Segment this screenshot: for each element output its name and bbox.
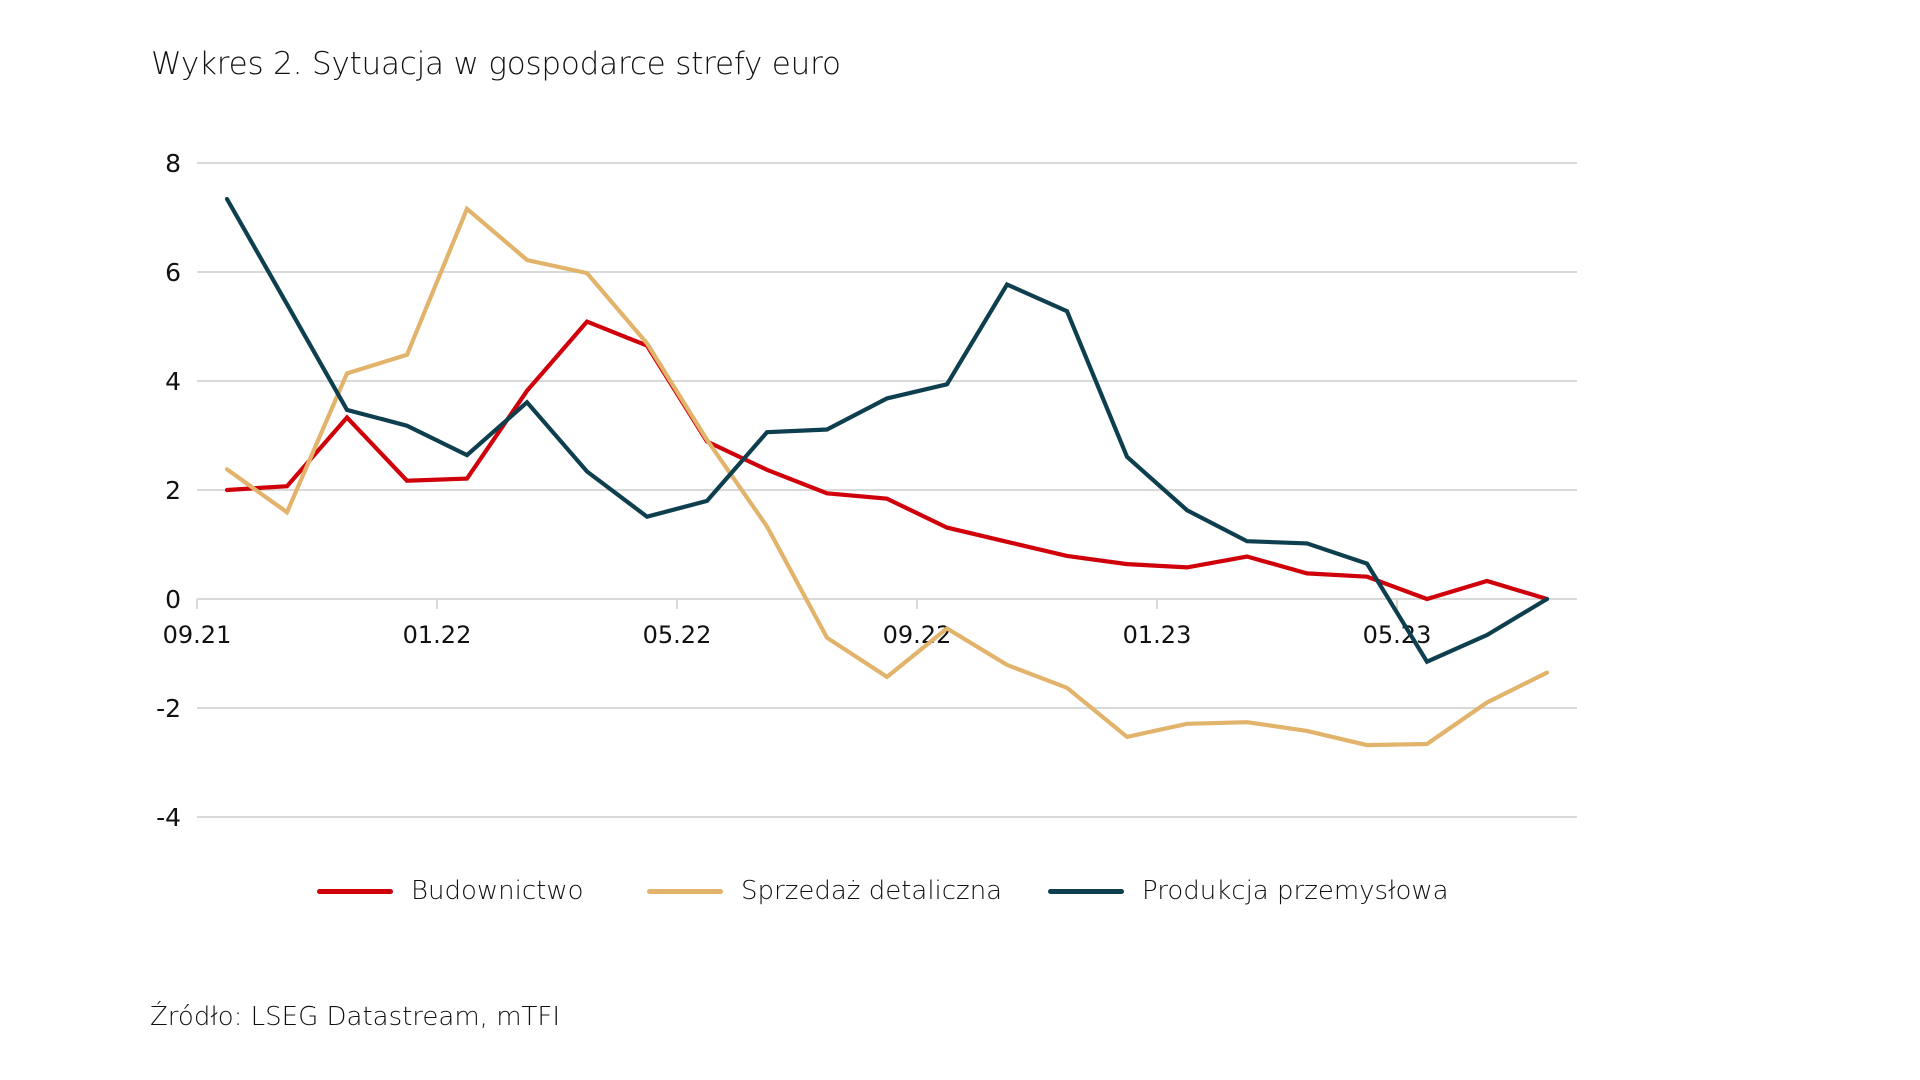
y-tick-label: 0 — [165, 585, 181, 614]
y-tick-label: 4 — [165, 367, 181, 396]
x-tick-label: 05.22 — [643, 621, 712, 649]
y-tick-label: 6 — [165, 258, 181, 287]
legend-swatch-sprzedaz-detaliczna — [647, 888, 723, 894]
x-tick-label: 05.23 — [1363, 621, 1432, 649]
y-tick-label: 8 — [165, 149, 181, 178]
legend-item-produkcja-przemyslowa[interactable]: Produkcja przemysłowa — [1048, 871, 1449, 911]
gridlines — [197, 162, 1577, 818]
y-tick-label: -4 — [156, 803, 181, 832]
series-lines — [224, 196, 1550, 748]
series-line-produkcja-przemyslowa — [224, 196, 1550, 665]
legend-swatch-budownictwo — [317, 888, 393, 894]
chart-title: Wykres 2. Sytuacja w gospodarce strefy e… — [151, 46, 841, 82]
y-tick-label: 2 — [165, 476, 181, 505]
legend: Budownictwo Sprzedaż detaliczna Produkcj… — [0, 871, 1920, 911]
y-axis-labels: -4 -2 0 2 4 6 8 — [156, 149, 181, 832]
legend-item-sprzedaz-detaliczna[interactable]: Sprzedaż detaliczna — [647, 871, 1002, 911]
legend-label-budownictwo: Budownictwo — [411, 876, 584, 906]
source-note: Źródło: LSEG Datastream, mTFI — [150, 1002, 561, 1032]
legend-label-produkcja-przemyslowa: Produkcja przemysłowa — [1142, 876, 1449, 906]
legend-item-budownictwo[interactable]: Budownictwo — [317, 871, 584, 911]
x-axis: 09.21 01.22 05.22 09.22 01.23 05.23 — [163, 598, 1577, 649]
x-tick-label: 01.23 — [1123, 621, 1192, 649]
legend-label-sprzedaz-detaliczna: Sprzedaż detaliczna — [741, 876, 1003, 906]
x-tick-label: 09.21 — [163, 621, 232, 649]
series-line-budownictwo — [224, 319, 1550, 602]
legend-swatch-produkcja-przemyslowa — [1048, 888, 1124, 894]
y-tick-label: -2 — [156, 694, 181, 723]
x-tick-label: 01.22 — [403, 621, 472, 649]
series-line-sprzedaz-detaliczna — [224, 205, 1550, 748]
